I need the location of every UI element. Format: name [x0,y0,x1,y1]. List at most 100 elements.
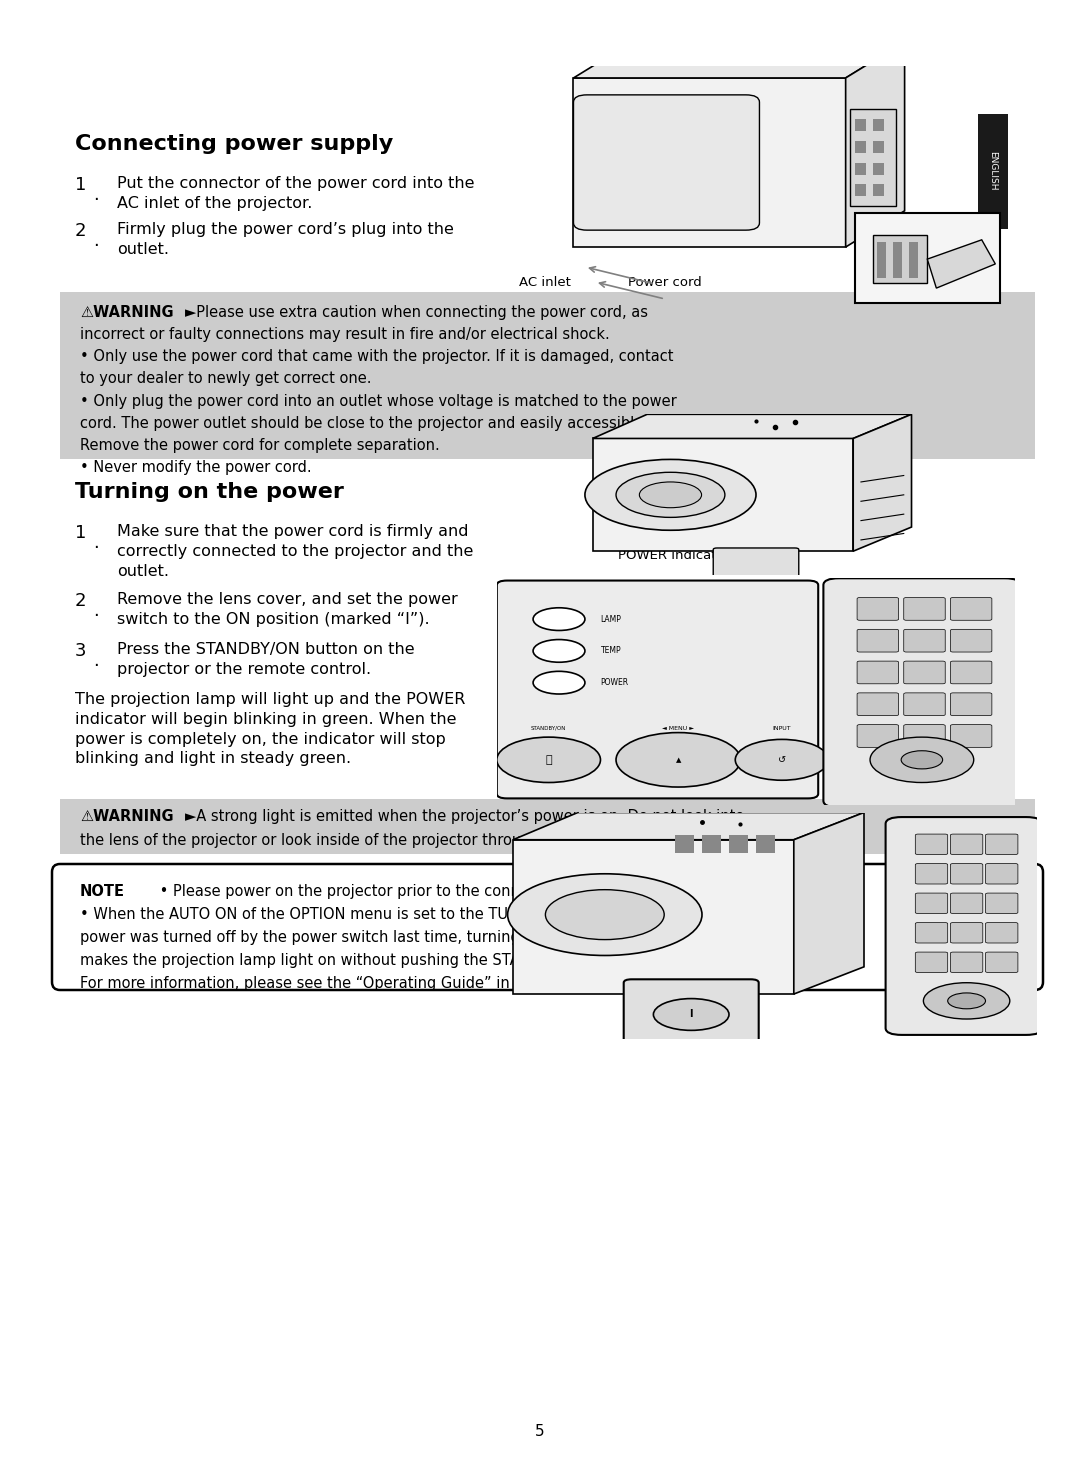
Polygon shape [513,813,864,840]
Text: STANDBY/ON: STANDBY/ON [531,726,566,731]
Bar [729,834,747,854]
Text: ⏻: ⏻ [545,755,552,764]
Text: The projection lamp will light up and the POWER
indicator will begin blinking in: The projection lamp will light up and th… [75,692,465,766]
FancyBboxPatch shape [904,630,945,651]
Polygon shape [794,813,864,994]
Text: Make sure that the power cord is firmly and
correctly connected to the projector: Make sure that the power cord is firmly … [117,524,473,578]
Circle shape [534,672,585,694]
Bar [873,163,885,174]
FancyBboxPatch shape [850,110,895,206]
Polygon shape [846,41,905,247]
Circle shape [545,890,664,940]
FancyBboxPatch shape [950,952,983,972]
Text: ►Please use extra caution when connecting the power cord, as: ►Please use extra caution when connectin… [185,305,648,321]
Bar [854,141,866,152]
FancyBboxPatch shape [904,662,945,684]
Text: 1: 1 [75,524,86,542]
FancyBboxPatch shape [823,578,1021,808]
Text: ⚠WARNING: ⚠WARNING [80,810,174,824]
Text: power was turned off by the power switch last time, turning the power switch on: power was turned off by the power switch… [80,930,673,944]
FancyBboxPatch shape [713,548,799,577]
Polygon shape [593,439,853,552]
Text: 1: 1 [75,176,86,195]
FancyBboxPatch shape [854,214,1000,303]
FancyBboxPatch shape [916,952,948,972]
Text: Press the STANDBY/ON button on the
projector or the remote control.: Press the STANDBY/ON button on the proje… [117,643,415,676]
FancyBboxPatch shape [858,630,899,651]
Bar [978,114,1008,228]
Text: .: . [93,231,98,250]
Text: 2: 2 [75,223,86,240]
FancyBboxPatch shape [858,692,899,716]
FancyBboxPatch shape [950,662,991,684]
Text: .: . [93,602,98,619]
Bar [60,291,1035,460]
FancyBboxPatch shape [950,692,991,716]
Text: POWER: POWER [600,678,629,687]
FancyBboxPatch shape [858,597,899,621]
Circle shape [901,751,943,769]
Circle shape [616,473,725,517]
Polygon shape [853,414,912,552]
Circle shape [497,736,600,782]
Circle shape [735,739,828,780]
Text: Connecting power supply: Connecting power supply [75,135,393,154]
Text: Turning on the power: Turning on the power [75,482,343,502]
Circle shape [534,640,585,662]
FancyBboxPatch shape [858,662,899,684]
FancyBboxPatch shape [950,630,991,651]
Polygon shape [573,78,846,247]
Text: NOTE: NOTE [80,884,125,899]
FancyBboxPatch shape [950,597,991,621]
Bar [675,834,693,854]
Text: INPUT: INPUT [772,726,792,731]
FancyBboxPatch shape [904,692,945,716]
FancyBboxPatch shape [950,864,983,884]
FancyBboxPatch shape [52,864,1043,990]
FancyBboxPatch shape [624,979,759,1042]
Bar [877,242,887,278]
Text: LAMP: LAMP [600,615,621,624]
Text: ►A strong light is emitted when the projector’s power is on. Do not look into: ►A strong light is emitted when the proj… [185,810,744,824]
Text: incorrect or faulty connections may result in fire and/or electrical shock.: incorrect or faulty connections may resu… [80,326,610,343]
Circle shape [923,982,1010,1019]
FancyBboxPatch shape [904,725,945,747]
Text: Remove the lens cover, and set the power
switch to the ON position (marked “I”).: Remove the lens cover, and set the power… [117,591,458,627]
Bar [873,234,928,284]
Bar [854,184,866,196]
Bar [893,242,903,278]
Text: POWER indicator: POWER indicator [618,549,730,562]
Text: cord. The power outlet should be close to the projector and easily accessible.: cord. The power outlet should be close t… [80,416,648,430]
FancyBboxPatch shape [986,893,1018,914]
Text: ▲: ▲ [676,757,680,763]
Text: • Only plug the power cord into an outlet whose voltage is matched to the power: • Only plug the power cord into an outle… [80,394,677,408]
Circle shape [616,732,741,788]
Text: I: I [689,1010,693,1019]
Circle shape [653,998,729,1031]
Bar [909,242,918,278]
Text: AC inlet: AC inlet [519,277,571,288]
Text: STANDBY/ON button: STANDBY/ON button [618,529,752,542]
Circle shape [948,993,986,1009]
Text: ENGLISH: ENGLISH [988,151,998,190]
FancyBboxPatch shape [916,834,948,855]
Circle shape [870,736,974,782]
FancyBboxPatch shape [858,725,899,747]
FancyBboxPatch shape [986,922,1018,943]
FancyBboxPatch shape [950,834,983,855]
Bar [873,141,885,152]
Text: For more information, please see the “Operating Guide” in the CD.: For more information, please see the “Op… [80,976,569,991]
Text: .: . [93,534,98,552]
Circle shape [534,608,585,631]
Text: • Never modify the power cord.: • Never modify the power cord. [80,460,312,474]
Text: .: . [93,186,98,203]
FancyBboxPatch shape [950,893,983,914]
FancyBboxPatch shape [916,864,948,884]
Circle shape [585,460,756,530]
Text: • Please power on the projector prior to the connected devices.: • Please power on the projector prior to… [156,884,626,899]
Text: Power switch: Power switch [607,782,693,795]
Bar [854,119,866,132]
Polygon shape [928,240,996,288]
FancyBboxPatch shape [986,834,1018,855]
Text: Firmly plug the power cord’s plug into the
outlet.: Firmly plug the power cord’s plug into t… [117,223,454,256]
